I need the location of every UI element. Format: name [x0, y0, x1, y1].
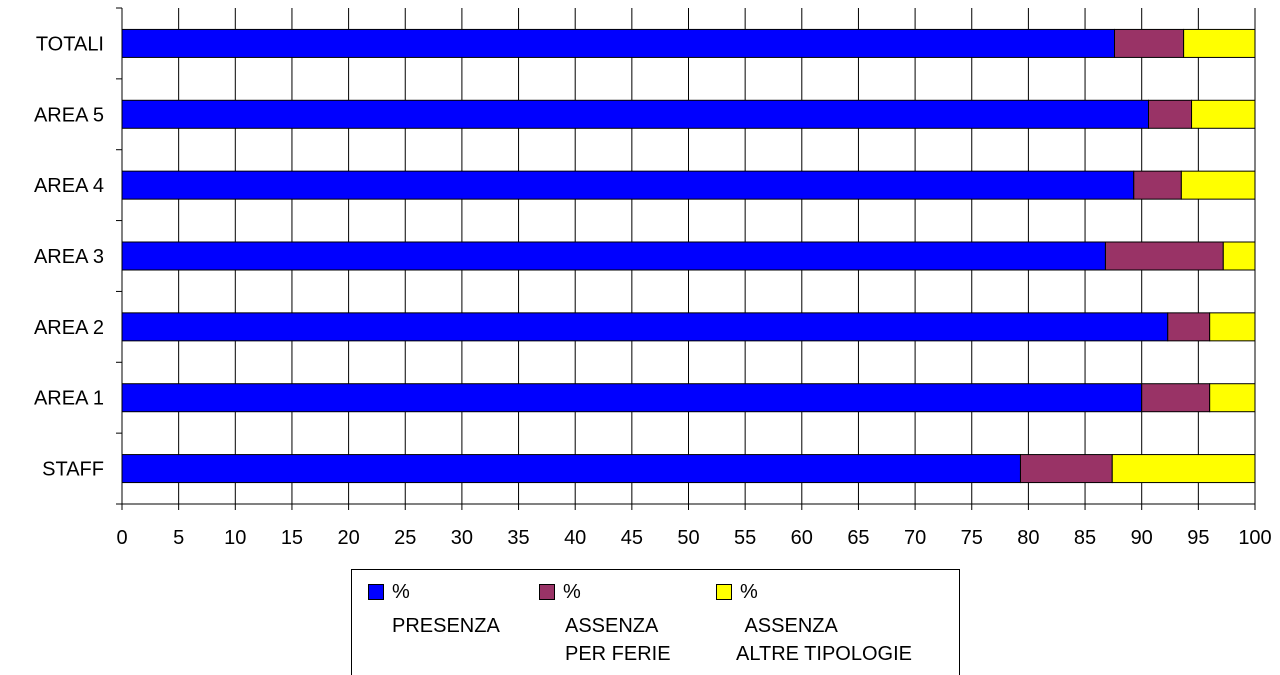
legend-label-line2: ASSENZA: [740, 615, 838, 637]
category-label: STAFF: [42, 459, 104, 481]
x-tick-label: 20: [337, 527, 359, 549]
category-labels: TOTALI AREA 5 AREA 4 AREA 3 AREA 2 AREA 1 STAF…: [34, 33, 104, 480]
category-label: TOTALI: [36, 33, 104, 55]
legend-swatch-presenza: [368, 584, 384, 600]
bar-segment: [121, 312, 1169, 342]
bar-segment: [121, 28, 1116, 58]
category-label: AREA 3: [34, 246, 104, 268]
x-tick-label: 5: [173, 527, 184, 549]
bar-segment: [1167, 312, 1211, 342]
legend-label-line2: ASSENZA: [565, 615, 659, 637]
x-tick-label: 60: [791, 527, 813, 549]
x-tick-label: 30: [451, 527, 473, 549]
bar-segment: [121, 454, 1021, 484]
bar-segment: [1114, 28, 1185, 58]
legend-label-line3: ALTRE TIPOLOGIE: [736, 643, 912, 665]
category-label: AREA 4: [34, 175, 104, 197]
bar-segment: [121, 99, 1149, 129]
x-tick-label: 25: [394, 527, 416, 549]
axes: [116, 7, 1256, 510]
x-tick-label: 90: [1131, 527, 1153, 549]
bar-segment: [1191, 99, 1256, 129]
x-tick-label: 10: [224, 527, 246, 549]
legend-label-line1: %: [563, 581, 581, 603]
legend-swatch-altre: [716, 584, 732, 600]
category-label: AREA 1: [34, 388, 104, 410]
bar-segment: [121, 241, 1106, 271]
x-tick-label: 50: [677, 527, 699, 549]
x-tick-label: 35: [507, 527, 529, 549]
bar-segment: [1183, 28, 1256, 58]
bar-segment: [1147, 99, 1193, 129]
bar-segment: [1141, 383, 1211, 413]
x-tick-label: 100: [1238, 527, 1271, 549]
bar-segment: [1111, 454, 1256, 484]
bars: [121, 28, 1256, 484]
bar-segment: [1133, 170, 1182, 200]
x-tick-label: 40: [564, 527, 586, 549]
category-label: AREA 5: [34, 104, 104, 126]
bar-segment: [121, 383, 1143, 413]
bar-segment: [1209, 312, 1256, 342]
x-tick-label: 45: [621, 527, 643, 549]
x-tick-label: 80: [1017, 527, 1039, 549]
bar-segment: [1180, 170, 1256, 200]
x-tick-label: 75: [961, 527, 983, 549]
x-tick-labels: 0 5 10 15 20 25 30 35 40 45 50 55 60 65 70 75 80 85 90 95 10…: [116, 527, 1271, 549]
bar-segment: [1222, 241, 1256, 271]
x-tick-label: 70: [904, 527, 926, 549]
x-tick-label: 85: [1074, 527, 1096, 549]
legend-label-line1: %: [392, 581, 410, 603]
legend: % PRESENZA % ASSENZA PER FERIE % ASSENZA…: [351, 569, 960, 675]
x-tick-label: 15: [281, 527, 303, 549]
bar-segment: [1104, 241, 1224, 271]
bar-segment: [1209, 383, 1256, 413]
legend-label-line3: PER FERIE: [565, 643, 671, 665]
category-label: AREA 2: [34, 317, 104, 339]
x-tick-label: 55: [734, 527, 756, 549]
x-tick-label: 65: [847, 527, 869, 549]
legend-swatch-ferie: [539, 584, 555, 600]
x-tick-label: 0: [116, 527, 127, 549]
bar-segment: [121, 170, 1135, 200]
legend-label-line2: PRESENZA: [392, 615, 500, 637]
x-tick-label: 95: [1187, 527, 1209, 549]
legend-label-line1: %: [740, 581, 758, 603]
bar-segment: [1019, 454, 1113, 484]
